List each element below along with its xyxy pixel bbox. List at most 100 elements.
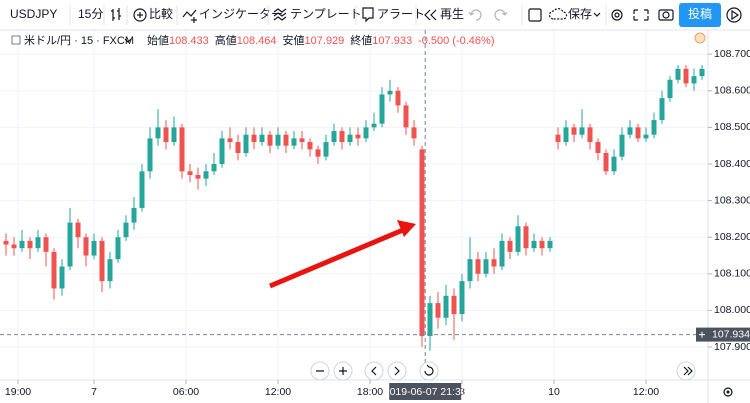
templates-button[interactable]: テンプレート [290, 7, 362, 21]
candle-body [643, 134, 649, 139]
crosshair-plus [699, 331, 705, 338]
alert-icon[interactable] [362, 7, 374, 23]
x-tick-label: 19:00 [5, 386, 31, 398]
scroll-left-button[interactable] [364, 361, 384, 381]
y-tick-label: 108.700 [714, 48, 750, 60]
candle-body [219, 138, 225, 164]
candle-body [235, 142, 241, 154]
chart-style-icon[interactable] [111, 8, 121, 21]
compare-icon[interactable] [133, 8, 147, 22]
candle-body [627, 127, 633, 135]
candle-body [635, 127, 641, 139]
replay-icon[interactable] [424, 9, 437, 21]
navigation [310, 361, 696, 381]
crosshair-time-label: 2019-06-07 21:30 [384, 386, 467, 398]
candle-body [131, 207, 137, 223]
candle-body [611, 156, 617, 172]
candle-body [123, 222, 129, 238]
candle-body [411, 127, 417, 139]
candle-body [475, 259, 481, 274]
candle-body [3, 240, 9, 245]
crosshair-price-label: 107.934 [712, 328, 750, 340]
x-tick-label: 10 [548, 386, 560, 398]
candle-body [163, 127, 169, 143]
y-tick-label: 108.400 [714, 158, 750, 170]
candle-body [67, 222, 73, 267]
axis-settings[interactable] [723, 387, 733, 397]
candle-body [11, 244, 17, 249]
y-tick-label: 108.000 [714, 304, 750, 316]
candle-body [275, 134, 281, 146]
candle-body [651, 120, 657, 135]
candle-body [99, 240, 105, 282]
indicators-button[interactable]: インジケーター [199, 7, 283, 21]
save-icon[interactable] [548, 8, 568, 20]
x-tick-label: 12:00 [265, 386, 291, 398]
candle-body [251, 134, 257, 143]
candle-body [491, 259, 497, 267]
stream-button[interactable] [726, 7, 742, 23]
x-tick-label: 8 [459, 386, 465, 398]
reset-button[interactable] [419, 361, 439, 381]
publish-label[interactable]: 投稿 [688, 6, 712, 21]
save-button[interactable]: 保存 [568, 7, 592, 21]
candle-body [187, 171, 193, 175]
layout-button[interactable] [528, 8, 542, 22]
candle-body [659, 98, 665, 121]
interval[interactable]: 15分 [78, 7, 103, 21]
candle-body [435, 303, 441, 318]
arrow-annotation [269, 220, 416, 289]
redo-button[interactable] [494, 9, 508, 21]
candle-body [347, 134, 353, 143]
candle-body [147, 138, 153, 172]
legend-label: 始値 [147, 33, 169, 47]
candle-body [595, 142, 601, 154]
candle-body [75, 222, 81, 238]
candle-body [107, 259, 113, 282]
candle-body [699, 68, 705, 77]
candle-body [43, 237, 49, 252]
y-tick-label: 108.500 [714, 121, 750, 133]
series-title: 米ドル/円 · 15 · FXCM [24, 34, 134, 47]
settings-button[interactable] [611, 9, 623, 21]
candle-body [675, 68, 681, 80]
indicator-icon[interactable] [182, 9, 197, 23]
candle-body [59, 266, 65, 289]
fullscreen-button[interactable] [633, 9, 649, 21]
event-marker[interactable] [694, 32, 706, 44]
template-icon[interactable] [273, 8, 287, 21]
candle-body [619, 134, 625, 157]
candle-body [579, 127, 585, 135]
candle-body [419, 149, 425, 337]
candle-body [515, 226, 521, 252]
crosshair-time-box [389, 383, 462, 400]
candle-body [395, 90, 401, 106]
snapshot-button[interactable] [658, 9, 674, 21]
legend-toggle[interactable] [11, 35, 21, 45]
x-tick-label: 12:00 [633, 386, 659, 398]
candle-body [315, 149, 321, 157]
candle-body [443, 295, 449, 318]
candle-body [371, 123, 377, 128]
candle-body [507, 240, 513, 252]
candle-body [91, 240, 97, 256]
scroll-latest-button[interactable] [676, 361, 696, 381]
candle-body [227, 138, 233, 143]
alert-button[interactable]: アラート [377, 7, 425, 21]
scroll-right-button[interactable] [387, 361, 407, 381]
candle-body [499, 240, 505, 267]
candle-body [171, 127, 177, 143]
symbol[interactable]: USDJPY [10, 7, 57, 21]
candle-body [299, 138, 305, 143]
candle-body [587, 127, 593, 143]
legend-change: -0.500 (-0.46%) [418, 35, 494, 47]
legend-label: 安値 [283, 33, 305, 47]
candle-body [27, 240, 33, 249]
undo-button[interactable] [468, 9, 482, 21]
publish-button[interactable] [679, 3, 721, 27]
candle-body [531, 240, 537, 249]
candle-body [283, 134, 289, 146]
candle-body [451, 295, 457, 315]
replay-button[interactable]: 再生 [440, 7, 464, 21]
compare-button[interactable]: 比較 [149, 6, 173, 21]
